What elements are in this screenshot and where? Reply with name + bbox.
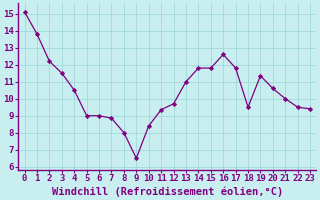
X-axis label: Windchill (Refroidissement éolien,°C): Windchill (Refroidissement éolien,°C)	[52, 186, 283, 197]
